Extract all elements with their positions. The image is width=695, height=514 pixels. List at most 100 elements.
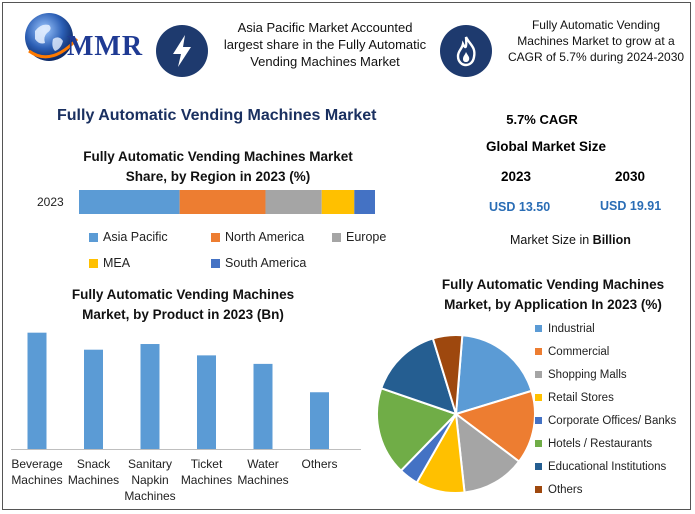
product-bar-1 bbox=[84, 349, 103, 449]
header-box-1-line-2: largest share in the Fully Automatic bbox=[223, 37, 427, 52]
legend-swatch-europe bbox=[332, 232, 341, 242]
year-2030: 2030 bbox=[615, 169, 646, 184]
application-legend-item-1: Commercial bbox=[535, 340, 695, 363]
region-chart-title-line-2: Share, by Region in 2023 (%) bbox=[125, 169, 311, 184]
global-size-label: Global Market Size bbox=[485, 139, 607, 154]
product-tick-label-2-1: Napkin bbox=[131, 473, 168, 487]
application-legend-swatch-5 bbox=[535, 440, 542, 447]
infographic-frame: MMR Asia Pacific Market Accounted larges… bbox=[2, 2, 691, 510]
region-bar-segment-europe bbox=[265, 190, 322, 214]
market-size-unit-bold: Billion bbox=[592, 233, 631, 247]
application-legend-swatch-0 bbox=[535, 325, 542, 332]
application-legend-label-2: Shopping Malls bbox=[548, 368, 627, 381]
legend-label-mea: MEA bbox=[103, 256, 131, 270]
product-tick-label-2-2: Machines bbox=[124, 489, 175, 503]
product-tick-label-0-0: Beverage bbox=[11, 457, 63, 471]
application-legend-label-3: Retail Stores bbox=[548, 391, 614, 404]
product-tick-label-2-0: Sanitary bbox=[128, 457, 172, 471]
product-bar-0 bbox=[27, 332, 47, 449]
pie-slice-6 bbox=[380, 337, 458, 416]
product-tick-label-4-1: Machines bbox=[237, 473, 288, 487]
year-2023: 2023 bbox=[501, 169, 532, 184]
product-bar-2 bbox=[140, 344, 160, 449]
application-legend-item-6: Educational Institutions bbox=[535, 455, 695, 478]
application-legend-swatch-6 bbox=[535, 463, 542, 470]
lightning-icon bbox=[173, 35, 191, 67]
application-legend-swatch-1 bbox=[535, 348, 542, 355]
product-chart-title-line-2: Market, by Product in 2023 (Bn) bbox=[82, 307, 284, 322]
application-legend-item-3: Retail Stores bbox=[535, 386, 695, 409]
product-bar-chart: Beverage Machines Snack Machines Sanitary Nap… bbox=[11, 332, 361, 503]
region-bar-category: 2023 bbox=[37, 195, 64, 209]
product-bar-4 bbox=[253, 363, 273, 449]
region-bar-segment-north-america bbox=[179, 190, 266, 214]
region-bar-segment-asia-pacific bbox=[79, 190, 180, 214]
value-2030: USD 19.91 bbox=[600, 199, 662, 213]
application-legend-item-2: Shopping Malls bbox=[535, 363, 695, 386]
legend-south-america: South America bbox=[211, 256, 306, 270]
application-legend-label-0: Industrial bbox=[548, 322, 595, 335]
region-bar-segment-south-america bbox=[354, 190, 375, 214]
logo-text: MMR bbox=[67, 31, 144, 62]
application-legend-label-5: Hotels / Restaurants bbox=[548, 437, 653, 450]
legend-label-asia-pacific: Asia Pacific bbox=[103, 230, 168, 244]
legend-swatch-asia-pacific bbox=[89, 232, 98, 242]
application-legend-label-1: Commercial bbox=[548, 345, 610, 358]
legend-swatch-mea bbox=[89, 258, 98, 268]
product-bar-3 bbox=[197, 355, 216, 449]
legend-europe: Europe bbox=[332, 230, 386, 244]
product-chart-title-line-1: Fully Automatic Vending Machines bbox=[71, 287, 295, 302]
application-legend-swatch-2 bbox=[535, 371, 542, 378]
market-size-unit: Market Size in Billion bbox=[510, 233, 631, 247]
region-bar-segment-mea bbox=[321, 190, 355, 214]
legend-asia-pacific: Asia Pacific bbox=[89, 230, 168, 244]
application-pie-chart bbox=[376, 334, 536, 494]
product-tick-label-4-0: Water bbox=[247, 457, 279, 471]
legend-swatch-south-america bbox=[211, 258, 220, 268]
pie-slice-5 bbox=[376, 387, 458, 473]
region-chart-title-line-1: Fully Automatic Vending Machines Market bbox=[83, 149, 353, 164]
legend-mea: MEA bbox=[89, 256, 130, 270]
application-legend-item-7: Others bbox=[535, 478, 695, 501]
application-legend-item-4: Corporate Offices/ Banks bbox=[535, 409, 695, 432]
flame-icon bbox=[456, 36, 476, 67]
legend-label-north-america: North America bbox=[225, 230, 305, 244]
header-box-1-line-1: Asia Pacific Market Accounted bbox=[237, 20, 413, 35]
main-title: Fully Automatic Vending Machines Market bbox=[57, 107, 377, 124]
application-legend-swatch-7 bbox=[535, 486, 542, 493]
logo: MMR bbox=[15, 7, 145, 67]
application-legend: Industrial Commercial Shopping Malls Retail… bbox=[535, 317, 695, 501]
application-legend-swatch-3 bbox=[535, 394, 542, 401]
pie-slice-0 bbox=[454, 334, 533, 416]
region-stacked-bar bbox=[79, 190, 375, 214]
product-tick-label-1-0: Snack bbox=[77, 457, 111, 471]
globe-icon bbox=[25, 13, 79, 61]
header-box-1: Asia Pacific Market Accounted largest sh… bbox=[215, 19, 435, 70]
header-box-2-line-1: Fully Automatic Vending bbox=[531, 18, 661, 32]
market-size-unit-prefix: Market Size in bbox=[510, 233, 593, 247]
application-legend-item-0: Industrial bbox=[535, 317, 695, 340]
legend-swatch-north-america bbox=[211, 232, 220, 242]
product-chart-title: Fully Automatic Vending Machines Market,… bbox=[33, 285, 333, 325]
product-tick-label-0-1: Machines bbox=[11, 473, 62, 487]
cagr-text: 5.7% CAGR bbox=[506, 112, 578, 127]
application-chart-title-line-2: Market, by Application In 2023 (%) bbox=[444, 297, 662, 312]
application-chart-title-line-1: Fully Automatic Vending Machines bbox=[441, 277, 665, 292]
header-box-2-line-3: CAGR of 5.7% during 2024-2030 bbox=[507, 50, 685, 64]
application-legend-swatch-4 bbox=[535, 417, 542, 424]
product-tick-label-1-1: Machines bbox=[68, 473, 119, 487]
pie-slice-1 bbox=[453, 389, 536, 463]
header-box-2: Fully Automatic Vending Machines Market … bbox=[501, 17, 691, 65]
lightning-badge bbox=[156, 25, 208, 77]
product-tick-label-3-0: Ticket bbox=[191, 457, 223, 471]
header-box-1-line-3: Vending Machines Market bbox=[250, 54, 400, 69]
product-tick-label-3-1: Machines bbox=[181, 473, 232, 487]
product-bar-5 bbox=[310, 392, 329, 449]
flame-badge bbox=[440, 25, 492, 77]
legend-label-south-america: South America bbox=[225, 256, 307, 270]
product-tick-label-5-0: Others bbox=[301, 457, 337, 471]
region-chart-title: Fully Automatic Vending Machines Market … bbox=[53, 147, 383, 187]
header-box-2-line-2: Machines Market to grow at a bbox=[517, 34, 675, 48]
application-legend-label-4: Corporate Offices/ Banks bbox=[548, 414, 677, 427]
pie-slice-2 bbox=[454, 411, 521, 494]
